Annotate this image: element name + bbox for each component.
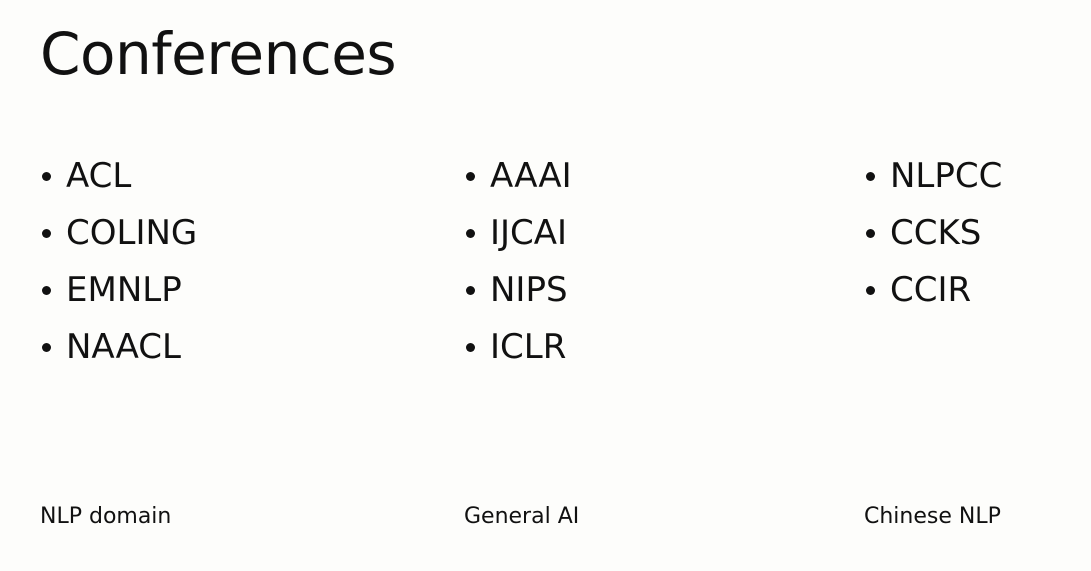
list-item: EMNLP	[40, 262, 197, 319]
list-item-label: CCIR	[890, 270, 972, 310]
bullet-icon	[466, 286, 475, 295]
list-item: ICLR	[464, 319, 572, 376]
list-item-label: EMNLP	[66, 270, 182, 310]
bullet-icon	[42, 286, 51, 295]
list-item: ACL	[40, 148, 197, 205]
conference-list: AAAI IJCAI NIPS ICLR	[464, 148, 572, 376]
bullet-icon	[866, 229, 875, 238]
bullet-icon	[466, 172, 475, 181]
bullet-icon	[866, 286, 875, 295]
conference-list: NLPCC CCKS CCIR	[864, 148, 1002, 319]
list-item-label: NIPS	[490, 270, 568, 310]
list-item: NIPS	[464, 262, 572, 319]
column-caption-nlp-domain: NLP domain	[40, 504, 172, 529]
conference-list: ACL COLING EMNLP NAACL	[40, 148, 197, 376]
bullet-icon	[42, 229, 51, 238]
list-item-label: ICLR	[490, 327, 567, 367]
column-nlp-domain: ACL COLING EMNLP NAACL	[40, 148, 197, 376]
list-item-label: NLPCC	[890, 156, 1003, 196]
list-item-label: AAAI	[490, 156, 572, 196]
list-item: NLPCC	[864, 148, 1002, 205]
bullet-icon	[866, 172, 875, 181]
bullet-icon	[42, 343, 51, 352]
list-item-label: NAACL	[66, 327, 181, 367]
list-item: CCIR	[864, 262, 1002, 319]
column-caption-general-ai: General AI	[464, 504, 580, 529]
list-item-label: IJCAI	[490, 213, 568, 253]
bullet-icon	[466, 229, 475, 238]
list-item-label: ACL	[66, 156, 132, 196]
bullet-icon	[466, 343, 475, 352]
slide-title: Conferences	[40, 20, 397, 88]
bullet-icon	[42, 172, 51, 181]
list-item: COLING	[40, 205, 197, 262]
column-caption-chinese-nlp: Chinese NLP	[864, 504, 1001, 529]
list-item-label: CCKS	[890, 213, 982, 253]
list-item: AAAI	[464, 148, 572, 205]
list-item: IJCAI	[464, 205, 572, 262]
column-general-ai: AAAI IJCAI NIPS ICLR	[464, 148, 572, 376]
list-item: NAACL	[40, 319, 197, 376]
column-chinese-nlp: NLPCC CCKS CCIR	[864, 148, 1002, 319]
list-item-label: COLING	[66, 213, 198, 253]
list-item: CCKS	[864, 205, 1002, 262]
